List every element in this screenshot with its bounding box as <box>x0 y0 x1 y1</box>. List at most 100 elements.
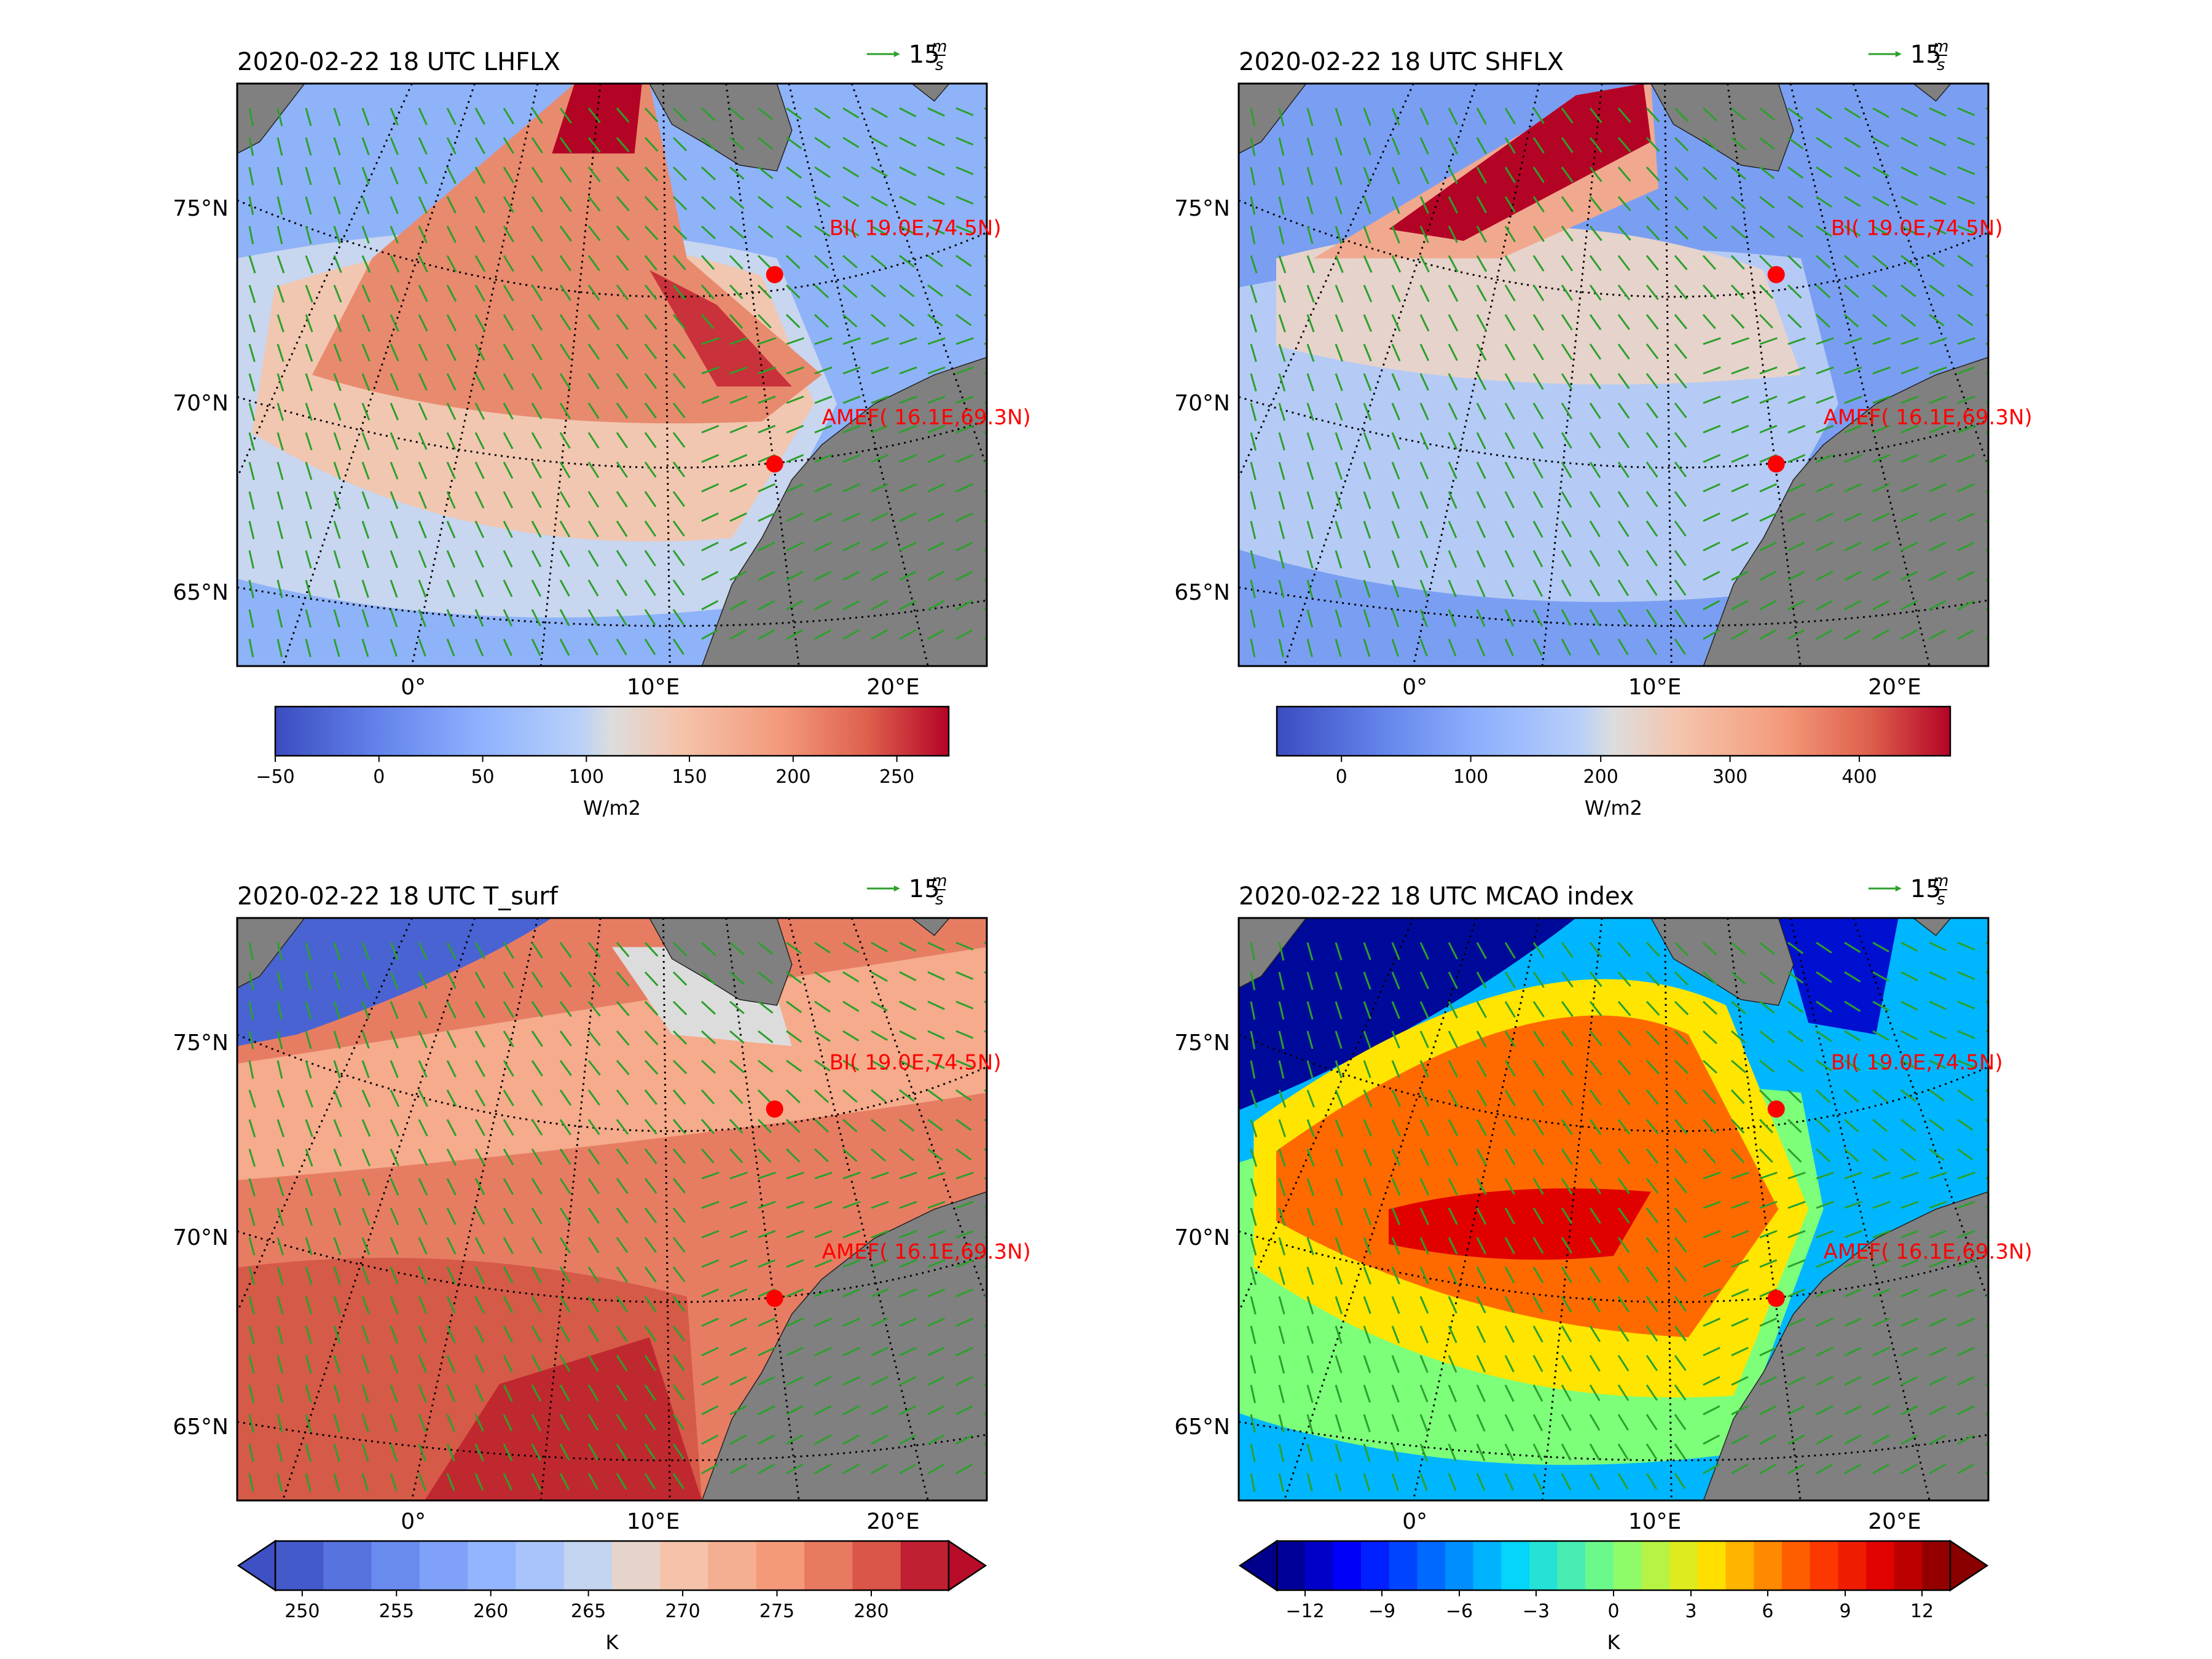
wind-arrow <box>390 343 399 362</box>
wind-arrow <box>531 1237 543 1254</box>
wind-arrow <box>1250 1266 1257 1285</box>
wind-arrow <box>1363 1178 1372 1196</box>
wind-arrow <box>333 1384 341 1403</box>
wind-arrow <box>587 1414 599 1431</box>
meridian-line <box>1283 84 1478 666</box>
wind-arrow <box>1759 571 1777 581</box>
wind-arrow <box>1278 1325 1285 1344</box>
wind-arrow <box>927 1089 944 1102</box>
wind-arrow <box>390 550 398 568</box>
colorbar-bin <box>1501 1541 1530 1590</box>
wind-arrow <box>503 1325 514 1343</box>
wind-arrow <box>786 1346 804 1357</box>
wind-arrow <box>729 483 748 493</box>
wind-arrow <box>390 1384 398 1403</box>
wind-arrow <box>1448 638 1457 657</box>
wind-arrow <box>1335 550 1343 569</box>
wind-arrow <box>672 225 688 240</box>
wind-arrow <box>361 1030 370 1049</box>
wind-arrow <box>1561 942 1574 959</box>
wind-arrow <box>899 1000 917 1011</box>
wind-arrow <box>786 1376 804 1386</box>
wind-arrow <box>1731 166 1746 180</box>
wind-arrow <box>786 1317 804 1327</box>
wind-arrow <box>1250 1384 1257 1403</box>
colorbar-bin <box>1894 1541 1923 1590</box>
wind-arrow <box>559 402 571 420</box>
wind-arrow <box>1278 461 1285 480</box>
wind-arrow <box>1674 1207 1687 1223</box>
wind-arrow <box>616 1178 629 1194</box>
wind-arrow <box>587 1325 600 1343</box>
wind-arrow <box>390 638 398 657</box>
wind-arrow <box>842 1259 861 1268</box>
wind-arrow <box>390 373 399 391</box>
wind-arrow <box>587 1178 600 1194</box>
colorbar-tick-label: 9 <box>1839 1601 1851 1622</box>
wind-arrow <box>248 1414 254 1433</box>
wind-arrow <box>672 195 688 211</box>
meridian-line <box>281 918 476 1500</box>
wind-arrow <box>1589 432 1601 449</box>
wind-arrow <box>899 941 917 952</box>
wind-arrow <box>927 1464 944 1475</box>
wind-arrow <box>701 395 720 404</box>
wind-arrow <box>418 196 428 214</box>
wind-arrow <box>814 1288 833 1298</box>
wind-arrow <box>1532 167 1545 183</box>
wind-arrow <box>1731 395 1749 404</box>
wind-arrow <box>361 1266 371 1285</box>
wind-arrow <box>559 491 571 508</box>
wind-arrow <box>1278 226 1285 245</box>
wind-arrow <box>361 196 370 214</box>
wind-arrow <box>644 1178 657 1194</box>
wind-arrow <box>1448 550 1457 568</box>
wind-arrow <box>899 313 915 327</box>
wind-arrow <box>814 136 831 149</box>
wind-arrow <box>1278 1178 1286 1197</box>
wind-arrow <box>1504 609 1515 627</box>
meridian-line <box>850 84 987 470</box>
wind-arrow <box>1363 1473 1371 1492</box>
wind-arrow <box>531 432 543 449</box>
wind-arrow <box>1391 1325 1400 1344</box>
wind-arrow <box>1561 314 1573 331</box>
wind-arrow <box>955 395 974 404</box>
wind-arrow <box>333 1089 342 1108</box>
wind-arrow <box>757 313 772 329</box>
wind-arrow <box>814 600 832 611</box>
wind-arrow <box>1476 137 1487 154</box>
wind-arrow <box>361 1355 370 1373</box>
wind-arrow <box>1674 402 1687 418</box>
wind-arrow <box>1391 1119 1401 1137</box>
wind-arrow <box>644 314 657 330</box>
wind-arrow <box>1561 1296 1572 1313</box>
wind-arrow <box>1363 1325 1371 1344</box>
wind-arrow <box>1250 137 1256 156</box>
wind-arrow <box>1759 1317 1778 1327</box>
wind-arrow <box>616 1473 627 1490</box>
wind-arrow <box>531 520 542 538</box>
wind-arrow <box>1759 284 1774 299</box>
wind-arrow <box>248 1266 256 1285</box>
wind-arrow <box>1844 366 1862 375</box>
wind-arrow <box>446 609 455 627</box>
wind-arrow <box>1731 1288 1749 1298</box>
wind-arrow <box>248 108 254 127</box>
wind-arrow <box>1363 373 1372 391</box>
wind-arrow <box>474 137 485 154</box>
wind-arrow <box>1816 1346 1834 1357</box>
wind-arrow <box>1476 1119 1487 1136</box>
wind-arrow <box>305 167 312 186</box>
wind-arrow <box>786 512 804 522</box>
wind-arrow <box>1731 1259 1749 1268</box>
wind-arrow <box>1731 1201 1749 1209</box>
wind-arrow <box>446 1119 457 1137</box>
wind-arrow <box>587 1030 601 1046</box>
wind-arrow <box>672 609 685 626</box>
wind-arrow <box>1532 1355 1543 1373</box>
wind-arrow <box>333 255 342 273</box>
wind-arrow <box>587 432 600 449</box>
wind-arrow <box>1900 1148 1916 1161</box>
wind-arrow <box>503 1237 514 1255</box>
